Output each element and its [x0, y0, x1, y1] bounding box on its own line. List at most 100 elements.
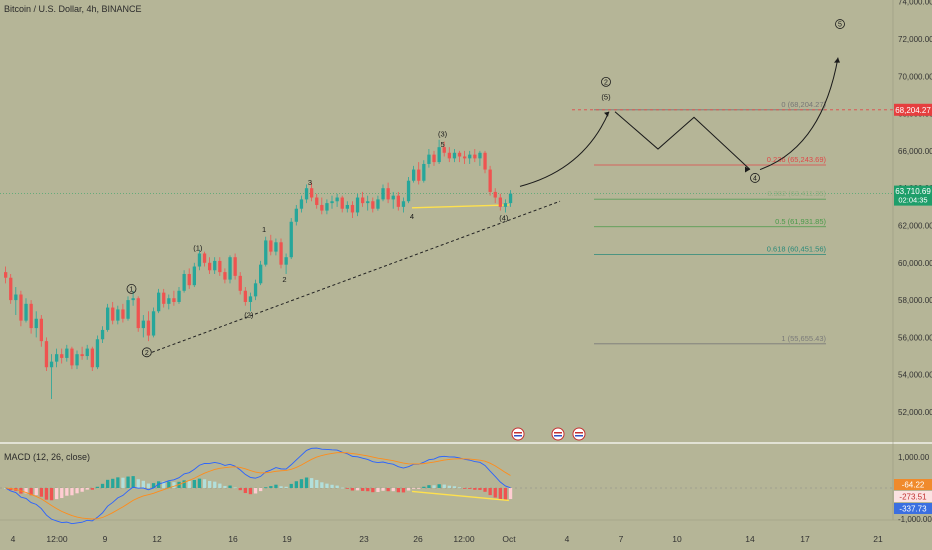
macd-histogram-bar [213, 481, 217, 488]
macd-line [5, 447, 511, 525]
candle [457, 150, 462, 163]
countdown-timer: 02:04:35 [898, 196, 927, 205]
wave-label: 4 [410, 212, 414, 221]
macd-histogram-bar [172, 482, 176, 488]
price-tick-label: 60,000.00 [898, 259, 932, 268]
macd-tick-label: 1,000.00 [898, 453, 930, 462]
macd-histogram-bar [248, 488, 253, 495]
candle [233, 253, 237, 280]
candle-body [442, 147, 446, 153]
candle [488, 165, 492, 196]
candle [422, 160, 426, 183]
candle [325, 199, 329, 215]
flag-stripe [514, 435, 522, 437]
macd-histogram-bar [259, 488, 263, 492]
macd-histogram-bar [157, 481, 161, 488]
time-tick-label: 4 [11, 534, 16, 544]
macd-histogram-bar [366, 488, 370, 492]
candle-body [65, 348, 69, 358]
macd-histogram-bar [432, 485, 436, 488]
candle [9, 273, 13, 304]
macd-histogram-bar [340, 487, 344, 489]
candle-body [90, 348, 94, 368]
candle-body [121, 309, 125, 319]
macd-histogram-bar [294, 481, 298, 488]
candle-body [218, 260, 222, 273]
macd-histogram-bar [70, 488, 74, 496]
candle [447, 147, 451, 163]
flag-stripe [514, 432, 522, 434]
candle [427, 149, 431, 168]
macd-histogram-bar [473, 488, 477, 490]
candle-body [340, 197, 344, 209]
time-tick-label: 9 [103, 534, 108, 544]
candle-body [376, 199, 380, 209]
price-tick-label: 72,000.00 [898, 35, 932, 44]
candle [243, 287, 247, 306]
macd-value-bg [894, 491, 932, 502]
candle [417, 162, 421, 185]
fib-level-label: 0 (68,204.27) [781, 100, 826, 109]
candle-body [355, 197, 360, 213]
macd-histogram-bar [350, 488, 355, 491]
macd-histogram-bar [146, 483, 151, 488]
candle [366, 195, 370, 211]
arrowhead-wave2 [604, 111, 609, 117]
candle-body [19, 294, 23, 321]
candle [376, 195, 380, 211]
macd-histogram-bar [463, 488, 467, 489]
macd-histogram-bar [320, 482, 324, 488]
candle-body [14, 294, 18, 301]
candle-body [493, 191, 497, 198]
candle-body [60, 354, 64, 358]
wave-label: 1 [262, 225, 266, 234]
candle-body [167, 298, 171, 304]
candle-body [39, 318, 43, 342]
macd-histogram-bar [289, 483, 293, 488]
candle-body [488, 169, 492, 192]
target-price-tag: 68,204.27 [894, 103, 932, 116]
candle [39, 315, 43, 347]
flag-circle [511, 427, 525, 441]
candle [55, 348, 59, 368]
candle-body [233, 257, 237, 276]
wave-label: (5) [601, 92, 611, 101]
candle [468, 150, 472, 164]
macd-histogram-bar [381, 488, 385, 491]
candle [473, 149, 477, 163]
candle [223, 268, 227, 284]
macd-histogram-bar [182, 480, 186, 488]
candle [85, 344, 89, 360]
candle [106, 303, 110, 332]
candle-body [223, 272, 227, 280]
candle [19, 290, 23, 327]
macd-histogram-bar [503, 488, 508, 501]
candle [508, 190, 513, 207]
wave-circle [126, 284, 137, 294]
candle [264, 236, 268, 267]
candle [248, 292, 253, 312]
candle-body [111, 307, 115, 321]
macd-value-tag: -273.51 [894, 491, 932, 502]
macd-histogram-bar [442, 484, 446, 488]
candle-body [412, 169, 416, 181]
candle [34, 311, 38, 338]
fib-level-label: 0.236 (65,243.69) [767, 155, 827, 164]
fib-level-label: 1 (55,655.43) [781, 334, 826, 343]
candle-body [483, 152, 487, 170]
candle [412, 165, 416, 183]
candle-body [401, 201, 406, 207]
candle [146, 311, 151, 342]
macd-histogram-bar [355, 488, 360, 491]
current-price-bg [894, 185, 932, 206]
candle [24, 298, 28, 323]
price-tick-label: 70,000.00 [898, 72, 932, 81]
us-flag-event-icon [551, 427, 565, 441]
support-trendline [151, 200, 561, 353]
macd-legend: MACD (12, 26, close) [4, 452, 91, 462]
candle-body [106, 307, 110, 330]
time-tick-label: 16 [228, 534, 238, 544]
wave-label: 3 [308, 178, 312, 187]
